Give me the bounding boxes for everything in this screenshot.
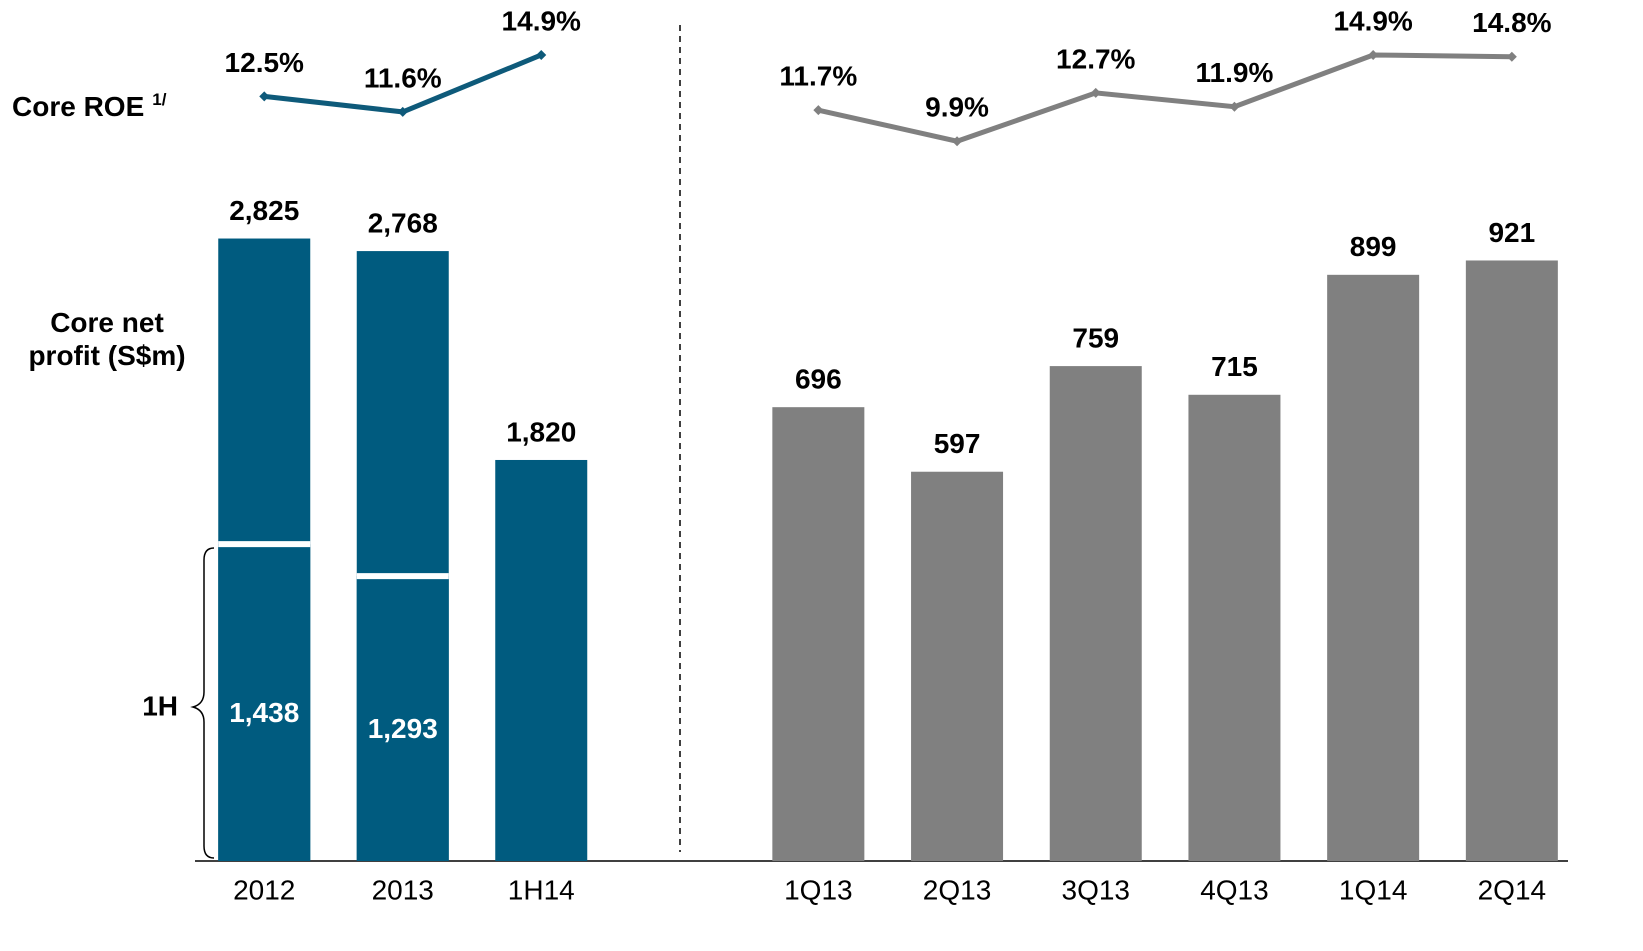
half-label: 1H	[142, 690, 178, 721]
roe-value-label: 12.5%	[225, 47, 304, 78]
roe-marker	[1090, 87, 1101, 98]
half-bar	[356, 576, 449, 861]
x-tick-label: 2Q13	[923, 874, 992, 905]
bar	[1188, 394, 1281, 861]
roe-marker	[1368, 49, 1379, 60]
roe-footnote: 1/	[152, 90, 166, 109]
x-tick-label: 3Q13	[1062, 874, 1131, 905]
x-tick-label: 1Q13	[784, 874, 853, 905]
x-tick-label: 4Q13	[1200, 874, 1269, 905]
roe-label: Core ROE 1/	[12, 90, 167, 122]
x-tick-label: 2012	[233, 874, 295, 905]
bar-value-label: 715	[1211, 351, 1258, 382]
bar	[911, 471, 1004, 861]
bar-value-label: 759	[1072, 322, 1119, 353]
bar	[1049, 366, 1142, 861]
roe-marker	[259, 91, 270, 102]
roe-line	[817, 52, 1512, 144]
roe-value-label: 14.9%	[502, 5, 581, 36]
half-bar	[218, 544, 311, 861]
bar	[1465, 260, 1558, 861]
roe-value-label: 14.8%	[1472, 7, 1551, 38]
x-tick-label: 2Q14	[1478, 874, 1547, 905]
half-value-label: 1,293	[368, 713, 438, 744]
roe-value-label: 11.7%	[779, 61, 857, 92]
bar-value-label: 696	[795, 364, 842, 395]
roe-marker	[952, 136, 963, 147]
bar	[1327, 274, 1420, 861]
roe-marker	[813, 105, 824, 116]
x-tick-label: 1Q14	[1339, 874, 1408, 905]
roe-value-label: 12.7%	[1056, 43, 1135, 74]
roe-value-label: 14.9%	[1333, 5, 1412, 36]
half-value-label: 1,438	[229, 697, 299, 728]
profit-label: Core net profit (S$m)	[28, 307, 186, 371]
bar-value-label: 2,768	[368, 207, 438, 238]
roe-value-label: 11.6%	[364, 62, 442, 93]
brace	[190, 547, 215, 859]
roe-label-text: Core ROE	[12, 91, 144, 122]
roe-marker	[1506, 51, 1517, 62]
roe-value-label: 11.9%	[1196, 57, 1274, 88]
bar	[495, 459, 588, 861]
x-tick-label: 1H14	[508, 874, 575, 905]
bar-value-label: 2,825	[229, 195, 299, 226]
roe-marker	[536, 49, 547, 60]
roe-marker	[397, 106, 408, 117]
x-tick-label: 2013	[372, 874, 434, 905]
roe-value-label: 9.9%	[925, 92, 989, 123]
bar-value-label: 899	[1350, 231, 1397, 262]
bar-value-label: 597	[934, 428, 981, 459]
bar-value-label: 921	[1488, 217, 1535, 248]
bar	[772, 407, 865, 861]
bar-value-label: 1,820	[506, 416, 576, 447]
roe-marker	[1229, 101, 1240, 112]
